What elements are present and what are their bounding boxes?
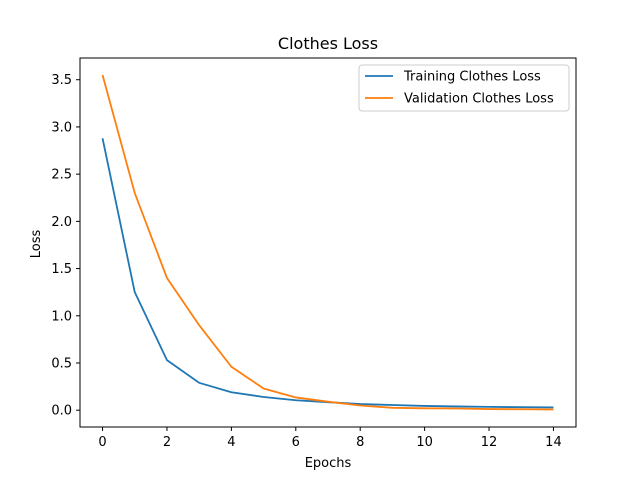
legend: Training Clothes Loss Validation Clothes … xyxy=(358,64,570,112)
series-layer xyxy=(101,74,554,411)
x-tick-label: 10 xyxy=(416,435,433,450)
x-axis-ticks: 0 2 4 6 8 10 12 14 xyxy=(98,427,562,450)
legend-box xyxy=(358,64,570,112)
y-tick-label: 1.0 xyxy=(51,309,72,324)
y-tick-label: 0.0 xyxy=(51,404,72,419)
x-tick-label: 6 xyxy=(292,435,300,450)
y-tick-label: 2.5 xyxy=(51,168,72,183)
x-tick-label: 2 xyxy=(163,435,171,450)
plot-frame xyxy=(79,57,577,428)
chart-title: Clothes Loss xyxy=(278,34,378,53)
y-axis-ticks: 0.0 0.5 1.0 1.5 2.0 2.5 3.0 3.5 xyxy=(51,73,80,419)
legend-label: Training Clothes Loss xyxy=(403,70,541,85)
plot-area xyxy=(79,57,577,428)
y-tick-label: 2.0 xyxy=(51,215,72,230)
x-tick-label: 12 xyxy=(481,435,498,450)
x-tick-label: 14 xyxy=(545,435,562,450)
y-tick-label: 1.5 xyxy=(51,262,72,277)
x-tick-label: 4 xyxy=(227,435,235,450)
x-tick-label: 8 xyxy=(356,435,364,450)
x-tick-label: 0 xyxy=(98,435,106,450)
y-axis-label: Loss xyxy=(29,230,44,259)
y-tick-label: 0.5 xyxy=(51,356,72,371)
x-axis-label: Epochs xyxy=(305,456,352,471)
legend-label: Validation Clothes Loss xyxy=(404,92,554,107)
y-tick-label: 3.5 xyxy=(51,73,72,88)
series-line-2 xyxy=(101,74,554,411)
y-tick-label: 3.0 xyxy=(51,120,72,135)
